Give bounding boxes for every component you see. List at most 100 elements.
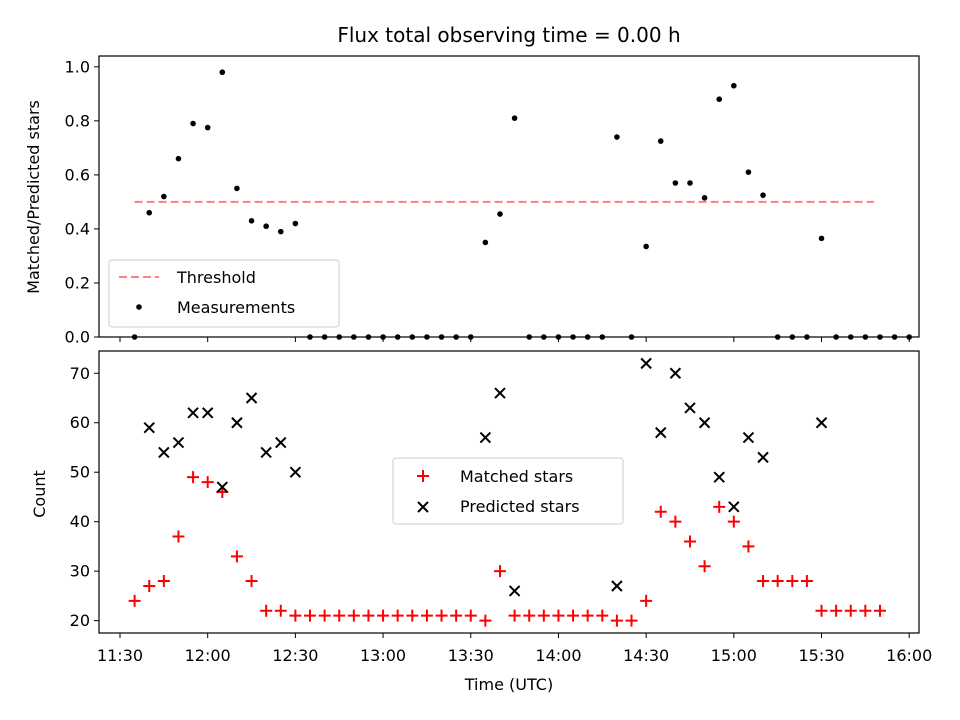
count-x-tick-label: 16:00 <box>886 646 932 665</box>
count-x-tick-label: 11:30 <box>97 646 143 665</box>
measurement-point <box>672 180 679 186</box>
count-y-tick-label: 50 <box>70 463 90 482</box>
matched-star-marker <box>625 614 638 627</box>
matched-star-marker <box>552 609 565 622</box>
predicted-star-marker <box>508 585 521 597</box>
matched-star-marker <box>464 609 477 622</box>
predicted-star-marker <box>494 387 506 399</box>
ratio-y-tick-label: 0.2 <box>65 273 90 292</box>
matched-star-marker <box>201 476 214 489</box>
matched-star-marker <box>245 575 258 588</box>
count-y-tick-label: 30 <box>70 562 90 581</box>
matched-star-marker <box>274 604 287 617</box>
ratio-y-tick-label: 0.0 <box>65 328 90 347</box>
matched-star-marker <box>757 575 770 588</box>
measurement-point <box>716 96 723 103</box>
predicted-star-marker <box>479 431 492 444</box>
matched-star-marker <box>435 609 448 622</box>
count-y-tick-label: 70 <box>70 364 90 383</box>
matched-star-marker <box>815 604 828 617</box>
count-y-tick-label: 60 <box>70 413 90 432</box>
ratio-y-tick-label: 0.8 <box>65 111 90 130</box>
matched-stars-legend-label: Matched stars <box>460 467 573 486</box>
matched-star-marker <box>333 609 346 622</box>
measurement-point <box>497 211 503 217</box>
matched-star-marker <box>873 604 886 617</box>
matched-star-marker <box>713 500 726 513</box>
ratio-y-axis: 0.0 0.2 0.4 0.6 0.8 1.0 <box>65 57 99 347</box>
measurement-point <box>219 69 226 76</box>
matched-star-marker <box>596 609 609 622</box>
matched-star-marker <box>771 575 784 588</box>
measurement-point <box>687 180 693 186</box>
matched-star-marker <box>230 550 243 563</box>
predicted-star-marker <box>216 481 229 493</box>
count-x-tick-label: 12:00 <box>185 646 231 665</box>
predicted-star-marker <box>187 407 199 419</box>
matched-star-marker <box>669 515 682 528</box>
predicted-star-marker <box>757 451 769 464</box>
matched-star-marker <box>420 609 433 622</box>
measurement-point <box>263 223 269 230</box>
predicted-star-marker <box>231 417 243 429</box>
measurement-point <box>657 138 664 144</box>
matched-star-marker <box>800 575 813 588</box>
matched-star-marker <box>362 609 375 622</box>
count-y-axis: 20 30 40 50 60 70 <box>70 364 99 630</box>
predicted-star-marker <box>728 501 740 513</box>
measurement-point <box>175 155 182 162</box>
matched-star-marker <box>157 575 170 588</box>
matched-star-marker <box>537 609 550 622</box>
matched-star-marker <box>303 609 316 622</box>
matched-star-marker <box>844 604 857 617</box>
measurement-point <box>248 218 255 224</box>
measurement-point <box>277 228 284 235</box>
matched-star-marker <box>187 471 200 484</box>
matched-star-marker <box>391 609 404 622</box>
ratio-y-tick-label: 0.6 <box>65 165 90 184</box>
matched-star-marker <box>318 609 331 622</box>
predicted-star-marker <box>158 446 170 459</box>
count-x-axis-label: Time (UTC) <box>464 675 553 694</box>
count-plot-area <box>128 357 886 627</box>
matched-star-marker <box>698 560 711 573</box>
predicted-star-marker <box>742 431 755 444</box>
measurements-legend-swatch <box>136 304 142 310</box>
ratio-y-tick-label: 0.4 <box>65 219 90 238</box>
measurement-point <box>190 120 196 127</box>
predicted-star-marker <box>172 436 185 449</box>
matched-stars-legend-swatch <box>417 470 429 482</box>
matched-star-marker <box>581 609 594 622</box>
count-y-tick-label: 40 <box>70 512 90 531</box>
chart-title: Flux total observing time = 0.00 h <box>337 23 680 47</box>
measurement-point <box>745 169 752 175</box>
measurements-legend-label: Measurements <box>177 298 295 317</box>
predicted-star-marker <box>669 367 682 379</box>
measurement-point <box>701 195 708 201</box>
predicted-star-marker <box>640 357 652 370</box>
matched-star-marker <box>567 609 580 622</box>
count-x-tick-label: 13:00 <box>360 646 406 665</box>
ratio-plot-area <box>131 69 913 340</box>
predicted-star-marker <box>655 426 667 439</box>
matched-star-marker <box>493 565 506 578</box>
matched-star-marker <box>610 614 623 627</box>
predicted-star-marker <box>260 446 272 459</box>
count-y-axis-label: Count <box>30 470 49 518</box>
predicted-star-marker <box>713 471 725 483</box>
predicted-stars-legend-label: Predicted stars <box>460 497 580 516</box>
predicted-star-marker <box>698 417 711 429</box>
matched-star-marker <box>450 609 463 622</box>
matched-star-marker <box>377 609 390 622</box>
measurement-point <box>731 82 737 89</box>
threshold-legend-label: Threshold <box>176 268 256 287</box>
measurement-point <box>614 134 620 140</box>
count-x-tick-label: 15:00 <box>711 646 757 665</box>
predicted-star-marker <box>201 407 214 419</box>
count-legend: Matched stars Predicted stars <box>392 457 624 525</box>
matched-star-marker <box>128 594 141 607</box>
matched-star-marker <box>830 604 843 617</box>
matched-star-marker <box>640 594 653 607</box>
count-x-tick-label: 13:30 <box>448 646 494 665</box>
count-x-tick-label: 14:30 <box>623 646 669 665</box>
